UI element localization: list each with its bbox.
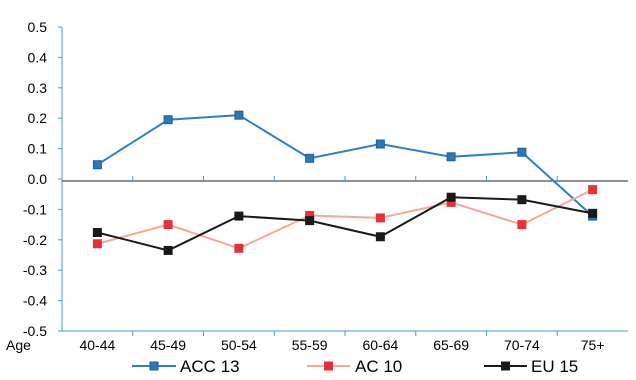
y-tick-label: 0.5 [28, 19, 48, 35]
data-point [305, 216, 315, 226]
y-tick-label: 0.1 [28, 141, 48, 157]
series-lines [92, 110, 598, 255]
y-tick-label: -0.5 [23, 323, 47, 339]
series-line [97, 196, 593, 252]
data-point [234, 243, 244, 253]
legend-marker [501, 361, 510, 371]
series-eu-15 [92, 192, 598, 255]
series-acc-13 [92, 110, 598, 221]
data-point [517, 195, 527, 205]
data-point [446, 152, 456, 162]
data-point [375, 232, 385, 242]
data-point [234, 110, 244, 120]
data-point [92, 228, 102, 238]
series-ac-10 [92, 185, 598, 253]
x-tick-label: 55-59 [292, 337, 328, 353]
data-point [163, 245, 173, 255]
data-point [588, 208, 598, 218]
legend-item: ACC 13 [132, 357, 240, 376]
legend-marker [149, 361, 159, 371]
data-point [517, 147, 527, 157]
legend-item: EU 15 [484, 357, 578, 376]
data-point [163, 220, 173, 230]
legend: ACC 13 AC 10 EU 15 [132, 357, 578, 376]
legend-label: EU 15 [531, 357, 578, 376]
y-tick-label: -0.3 [23, 262, 47, 278]
x-axis-label: Age [6, 337, 31, 353]
axes [58, 26, 628, 336]
series-line [96, 114, 594, 217]
y-tick-label: -0.4 [23, 293, 47, 309]
data-point [375, 139, 385, 149]
x-tick-label: 70-74 [504, 337, 540, 353]
y-tick-label: -0.1 [23, 201, 47, 217]
data-point [163, 115, 173, 125]
legend-label: AC 10 [355, 357, 402, 376]
y-tick-label: 0.0 [28, 171, 48, 187]
y-tick-label: 0.2 [28, 110, 48, 126]
legend-item: AC 10 [307, 357, 402, 376]
tick-labels: 0.5 0.4 0.3 0.2 0.1 0.0 -0.1 -0.2 -0.3 -0.4 -0.5 40… [6, 19, 605, 353]
legend-marker [324, 361, 333, 371]
y-tick-label: -0.2 [23, 232, 47, 248]
data-point [446, 192, 456, 202]
data-point [517, 220, 527, 230]
data-point [375, 213, 385, 223]
data-point [588, 185, 598, 195]
data-point [234, 211, 244, 221]
x-tick-label: 50-54 [221, 337, 257, 353]
x-tick-label: 65-69 [433, 337, 469, 353]
series-line [97, 188, 594, 250]
x-tick-label: 60-64 [362, 337, 398, 353]
data-point [305, 153, 315, 163]
x-tick-label: 40-44 [79, 337, 115, 353]
data-point [92, 239, 102, 249]
legend-label: ACC 13 [180, 357, 240, 376]
data-point [92, 160, 102, 170]
y-tick-label: 0.3 [28, 80, 48, 96]
x-tick-label: 75+ [581, 337, 605, 353]
x-tick-label: 45-49 [150, 337, 186, 353]
y-tick-label: 0.4 [28, 49, 48, 65]
